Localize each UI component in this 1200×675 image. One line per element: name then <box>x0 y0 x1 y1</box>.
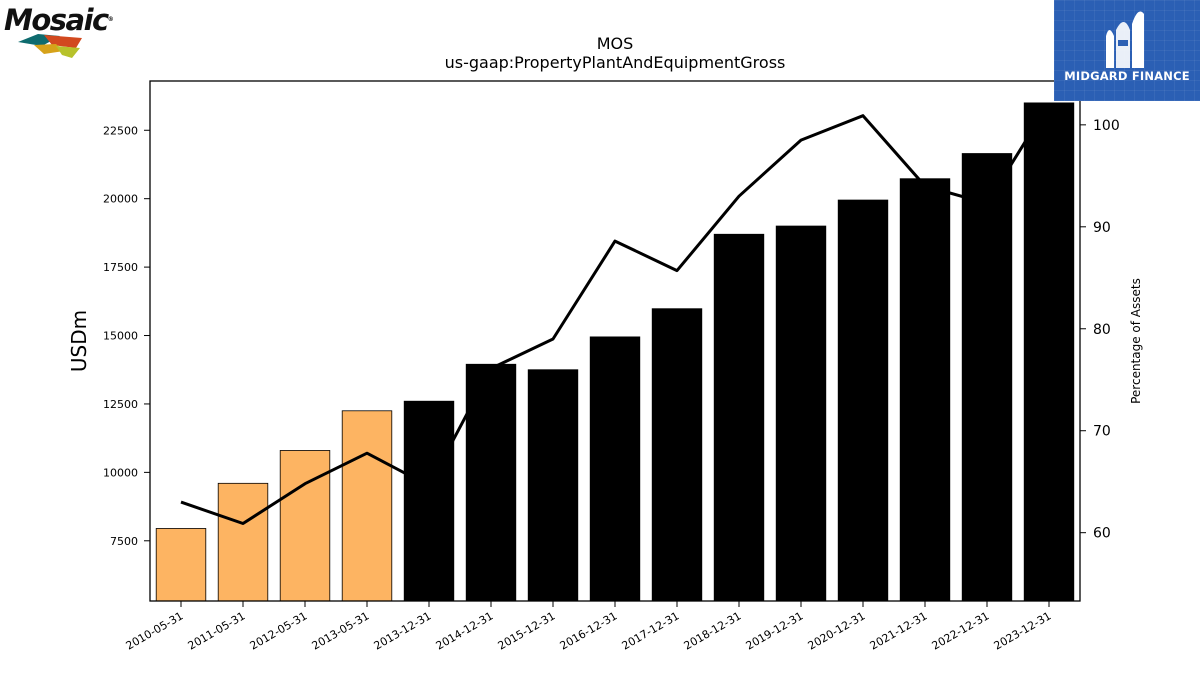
y-axis-label: USDm <box>67 310 91 372</box>
bar <box>837 199 889 602</box>
bar-series <box>155 102 1075 602</box>
chart-subtitle: us-gaap:PropertyPlantAndEquipmentGross <box>445 53 786 72</box>
x-tick-label: 2013-05-31 <box>310 609 372 652</box>
mosaic-logo-wordmark: Mosaic® <box>4 3 114 37</box>
x-axis: 2010-05-31 2011-05-31 2012-05-31 2013-05-31… <box>124 601 1054 653</box>
mosaic-tiles-icon <box>18 34 82 58</box>
x-tick-label: 2023-12-31 <box>992 609 1054 652</box>
x-tick-label: 2012-05-31 <box>248 609 310 652</box>
y-tick-label: 15000 <box>103 330 138 343</box>
y-tick-label: 12500 <box>103 398 138 411</box>
y-tick-label: 20000 <box>103 193 138 206</box>
bar <box>217 482 269 602</box>
y2-tick-label: 60 <box>1093 526 1111 542</box>
x-tick-label: 2017-12-31 <box>620 609 682 652</box>
x-tick-label: 2016-12-31 <box>558 609 620 652</box>
x-tick-label: 2020-12-31 <box>806 609 868 652</box>
bar <box>1023 102 1075 602</box>
x-tick-label: 2011-05-31 <box>186 609 248 652</box>
y-tick-label: 7500 <box>110 535 138 548</box>
bar <box>899 178 951 602</box>
bar <box>651 308 703 602</box>
bar <box>589 336 641 602</box>
bar <box>775 225 827 602</box>
y-axis-right: 60 70 80 90 100 <box>1080 118 1120 542</box>
brand-text: MIDGARD FINANCE <box>1064 69 1190 83</box>
x-tick-label: 2022-12-31 <box>930 609 992 652</box>
x-tick-label: 2014-12-31 <box>434 609 496 652</box>
y2-tick-label: 100 <box>1093 118 1120 134</box>
bar <box>403 400 455 602</box>
y-tick-label: 10000 <box>103 466 138 479</box>
bar <box>713 233 765 602</box>
bar <box>279 450 331 602</box>
y2-tick-label: 90 <box>1093 220 1111 236</box>
bar <box>155 528 207 602</box>
x-tick-label: 2021-12-31 <box>868 609 930 652</box>
y2-tick-label: 80 <box>1093 322 1111 338</box>
x-tick-label: 2019-12-31 <box>744 609 806 652</box>
x-tick-label: 2018-12-31 <box>682 609 744 652</box>
midgard-m-icon <box>1106 11 1144 69</box>
x-tick-label: 2015-12-31 <box>496 609 558 652</box>
y-axis-left: 7500 10000 12500 15000 17500 20000 22500 <box>103 124 150 548</box>
bar <box>961 153 1013 602</box>
bar <box>465 363 517 602</box>
bar <box>527 369 579 602</box>
x-tick-label: 2013-12-31 <box>372 609 434 652</box>
line-series-path <box>180 102 1051 525</box>
x-tick-label: 2010-05-31 <box>124 609 186 652</box>
y2-tick-label: 70 <box>1093 424 1111 440</box>
line-series <box>180 102 1051 525</box>
midgard-finance-logo: MIDGARD FINANCE <box>1054 0 1200 101</box>
y-tick-label: 17500 <box>103 261 138 274</box>
mosaic-logo: Mosaic® <box>4 4 128 62</box>
chart-title: MOS <box>597 34 634 53</box>
bar <box>341 410 393 602</box>
y-tick-label: 22500 <box>103 124 138 137</box>
y2-axis-label: Percentage of Assets <box>1129 278 1143 404</box>
